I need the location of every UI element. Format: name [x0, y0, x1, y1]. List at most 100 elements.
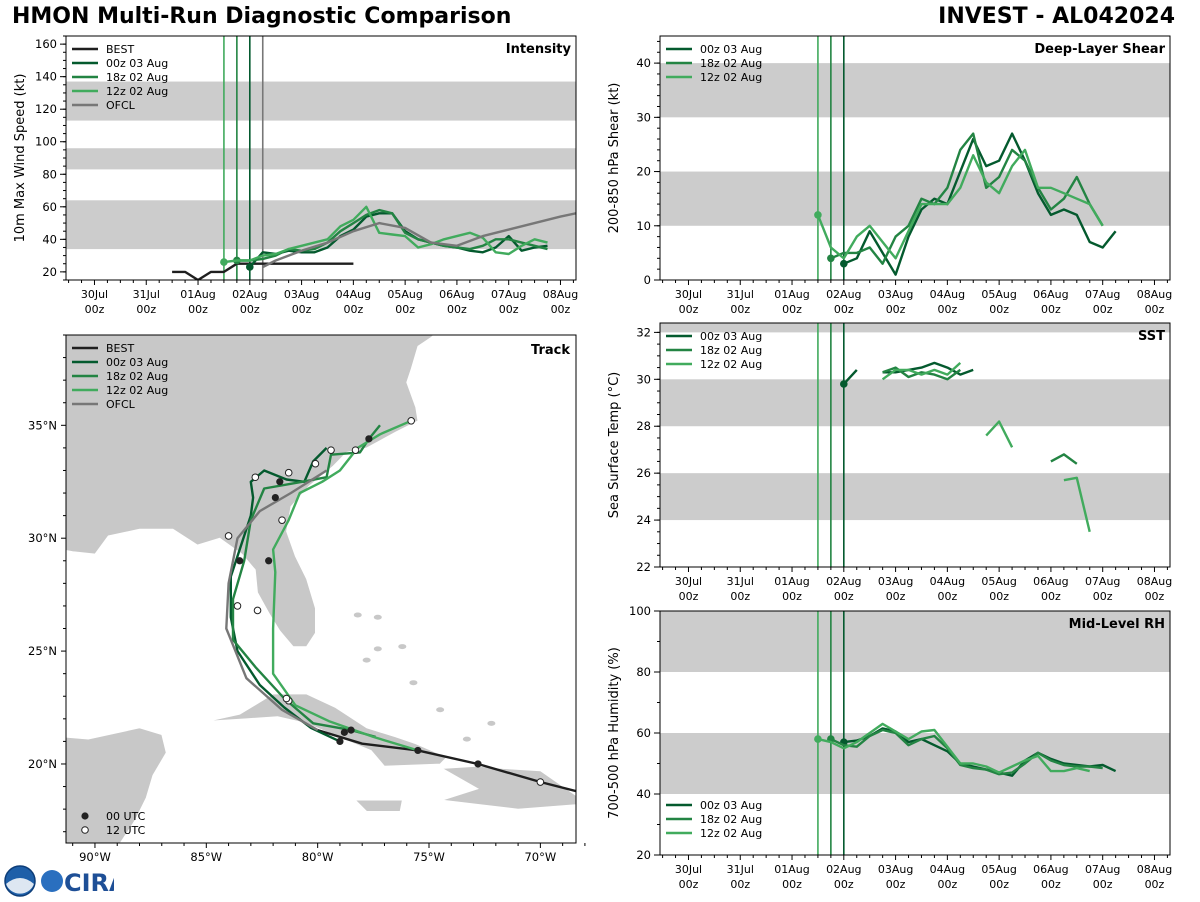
- shear-series-run_12z-init-point: [814, 211, 822, 219]
- rh-x-tick-label: 04Aug 00z: [930, 863, 965, 891]
- intensity-x-tick-label: 31Jul 00z: [133, 288, 160, 316]
- map-land-bahamas-island: [398, 644, 407, 650]
- sst-y-tick-label: 32: [636, 325, 651, 339]
- shear-x-tick-label: 02Aug 00z: [826, 288, 861, 316]
- track-series-run_00z-marker-00utc: [236, 557, 244, 565]
- sst-series-run_00z-init-point: [840, 380, 848, 388]
- rh-y-tick-label: 60: [636, 726, 651, 740]
- intensity-panel-title: Intensity: [506, 42, 572, 57]
- track-series-best-line: [317, 728, 576, 793]
- map-land-bahamas-island: [436, 707, 445, 713]
- track-y-tick-label: 30°N: [28, 531, 57, 545]
- track-y-tick-label: 35°N: [28, 418, 57, 432]
- track-series-run_18z-marker-00utc: [271, 493, 279, 502]
- rh-y-axis-label: 700-500 hPa Humidity (%): [607, 647, 622, 819]
- rh-y-tick-label: 80: [636, 665, 651, 679]
- track-series-ofcl-marker-12utc: [284, 468, 293, 477]
- rh-x-tick-label: 05Aug 00z: [981, 863, 1016, 891]
- track-legend-label-run_00z: 00z 03 Aug: [106, 356, 168, 369]
- track-series-ofcl-marker-12utc: [233, 602, 242, 610]
- sst-frame: [659, 322, 1171, 568]
- track-x-tick-label: 70°W: [524, 850, 556, 864]
- storm-id-title: INVEST - AL042024: [938, 4, 1175, 29]
- intensity-y-tick-label: 140: [35, 70, 57, 84]
- marker-legend-12utc-symbol: [81, 826, 89, 834]
- map-land-bahamas-island: [409, 680, 418, 686]
- sst-legend-label-run_12z: 12z 02 Aug: [700, 358, 762, 371]
- rh-series-run_12z-init-point: [814, 735, 822, 743]
- intensity-series-run_00z-init-point: [246, 263, 254, 271]
- track-panel-title: Track: [531, 343, 570, 358]
- shear-series-run_18z-init-point: [827, 254, 835, 263]
- sst-y-axis-label: Sea Surface Temp (°C): [607, 372, 622, 519]
- rh-panel: 30Jul 00z 31Jul 00z 01Aug 00z 02Aug 00z 03Aug 00z…: [607, 604, 1172, 891]
- sst-x-tick-label: 31Jul 00z: [727, 575, 754, 603]
- shear-legend-label-run_00z: 00z 03 Aug: [700, 43, 762, 56]
- rh-x-tick-label: 08Aug 00z: [1137, 863, 1172, 891]
- track-series-ofcl-marker-12utc: [251, 473, 260, 482]
- shear-panel-title: Deep-Layer Shear: [1034, 42, 1165, 57]
- shear-panel: 30Jul 00z 31Jul 00z 01Aug 00z 02Aug 00z 03Aug 00z…: [607, 35, 1172, 316]
- rh-x-tick-label: 31Jul 00z: [727, 863, 754, 891]
- intensity-y-tick-label: 100: [35, 135, 57, 149]
- shear-x-tick-label: 05Aug 00z: [981, 288, 1016, 316]
- track-x-tick-label: 90°W: [79, 850, 111, 864]
- map-land-bahamas-island: [462, 736, 471, 742]
- track-y-tick-label: 25°N: [28, 644, 57, 658]
- track-panel: 90°W 85°W 80°W 75°W 70°W 20°N 25°N 30°N 35°N Trac…: [28, 334, 586, 864]
- sst-x-tick-label: 03Aug 00z: [878, 575, 913, 603]
- rh-y-tick-label: 20: [636, 848, 651, 862]
- shear-x-tick-label: 03Aug 00z: [878, 288, 913, 316]
- track-x-tick-label: 80°W: [302, 850, 334, 864]
- shear-x-tick-label: 04Aug 00z: [930, 288, 965, 316]
- map-land-bahamas-island: [373, 646, 382, 652]
- sst-band-2: [660, 323, 1170, 333]
- intensity-y-tick-label: 20: [42, 265, 57, 279]
- sst-series-run_12z-line-1: [985, 420, 1014, 448]
- map-land-bahamas-island: [487, 720, 496, 726]
- track-frame: [65, 334, 577, 844]
- shear-x-tick-label: 30Jul 00z: [675, 288, 702, 316]
- intensity-series-run_12z-line: [223, 205, 548, 264]
- track-series-best-marker-00utc: [474, 760, 482, 768]
- intensity-x-tick-label: 03Aug 00z: [284, 288, 319, 316]
- cira-logo-text: CIRA: [64, 869, 114, 897]
- map-land-north-america: [66, 335, 435, 647]
- sst-x-tick-label: 04Aug 00z: [930, 575, 965, 603]
- shear-y-axis-label: 200-850 hPa Shear (kt): [607, 83, 622, 234]
- sst-series-run_18z-line-1: [1050, 453, 1078, 465]
- track-legend-label-run_18z: 18z 02 Aug: [106, 370, 168, 383]
- intensity-y-tick-label: 80: [42, 167, 57, 181]
- intensity-x-tick-label: 07Aug 00z: [491, 288, 526, 316]
- track-y-tick-label: 20°N: [28, 757, 57, 771]
- rh-y-tick-label: 100: [629, 604, 651, 618]
- intensity-x-tick-label: 08Aug 00z: [543, 288, 578, 316]
- intensity-x-tick-label: 06Aug 00z: [439, 288, 474, 316]
- track-series-run_12z-marker-00utc: [414, 746, 422, 755]
- track-series-ofcl-line: [225, 469, 328, 732]
- marker-legend-00utc-symbol: [81, 812, 89, 820]
- track-series-ofcl-marker-12utc: [282, 694, 291, 703]
- rh-panel-title: Mid-Level RH: [1069, 617, 1165, 632]
- track-series-best-marker-12utc: [536, 778, 545, 786]
- intensity-band-2: [66, 81, 576, 121]
- intensity-panel: 30Jul 00z 31Jul 00z 01Aug 00z 02Aug 00z 03Aug 00z…: [13, 35, 578, 316]
- rh-x-tick-label: 07Aug 00z: [1085, 863, 1120, 891]
- track-series-run_00z-line: [229, 447, 341, 743]
- sst-panel: 30Jul 00z 31Jul 00z 01Aug 00z 02Aug 00z 03Aug 00z…: [607, 322, 1172, 603]
- track-series-run_12z-line: [271, 419, 419, 752]
- intensity-legend-label-run_00z: 00z 03 Aug: [106, 57, 168, 70]
- sst-series-run_00z-line-1: [882, 361, 974, 376]
- intensity-y-tick-label: 60: [42, 200, 57, 214]
- chart-title-left: HMON Multi-Run Diagnostic Comparison: [12, 4, 512, 29]
- sst-x-tick-label: 07Aug 00z: [1085, 575, 1120, 603]
- track-series-run_12z-marker-12utc: [407, 416, 415, 425]
- map-land-bahamas-island: [353, 612, 362, 618]
- sst-series-run_12z-line-2: [1063, 476, 1091, 533]
- rh-series-run_18z-line: [830, 728, 1103, 776]
- track-series-run_12z-marker-12utc: [253, 606, 262, 615]
- rh-x-tick-label: 01Aug 00z: [774, 863, 809, 891]
- rh-x-tick-label: 02Aug 00z: [826, 863, 861, 891]
- intensity-x-tick-label: 30Jul 00z: [81, 288, 108, 316]
